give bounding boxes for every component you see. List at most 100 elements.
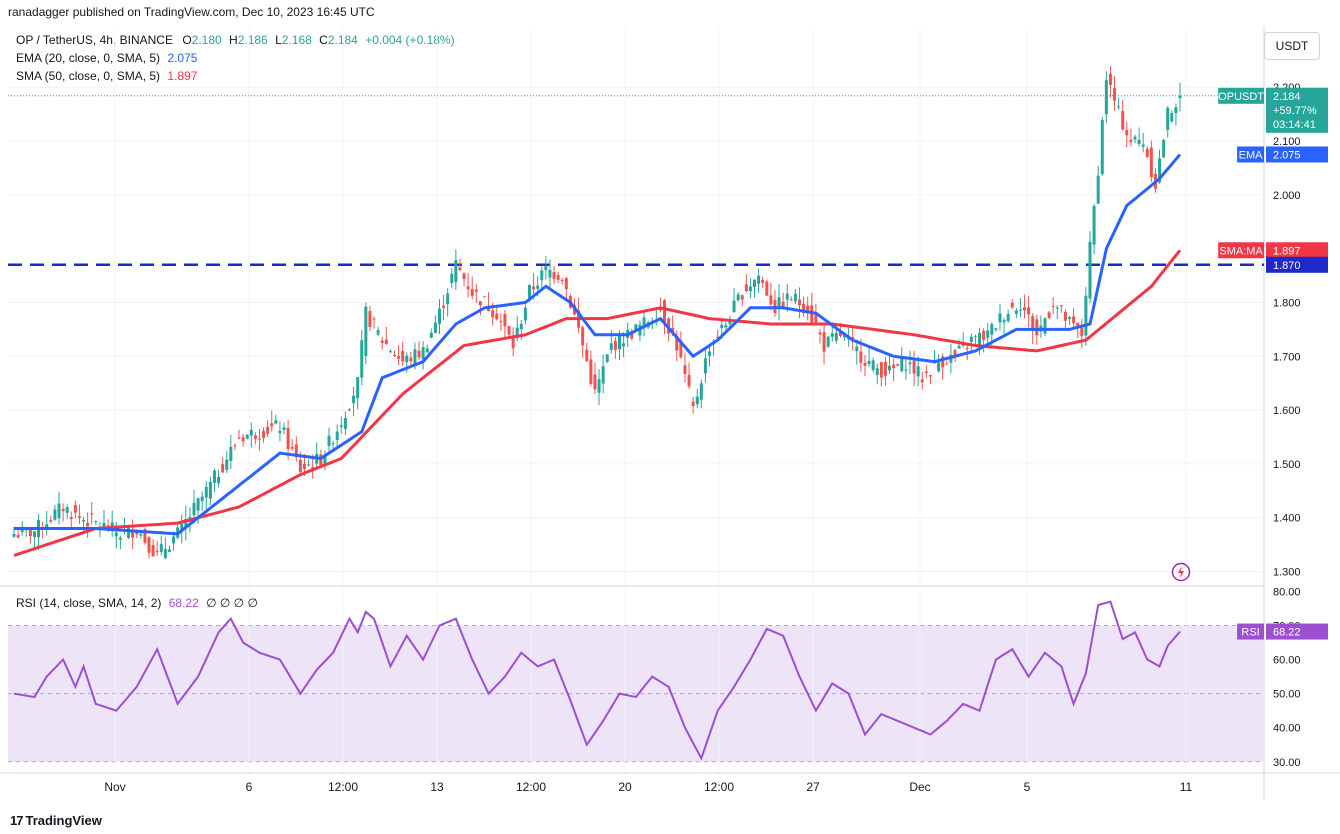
candle-body bbox=[1137, 139, 1141, 144]
ema-tag-label: EMA bbox=[1239, 149, 1264, 161]
candle-body bbox=[1068, 317, 1072, 319]
candle-body bbox=[1063, 311, 1067, 321]
candle-body bbox=[32, 531, 36, 537]
candle-body bbox=[118, 537, 122, 540]
candle-body bbox=[536, 285, 540, 289]
candle-body bbox=[131, 530, 135, 538]
candle-body bbox=[282, 427, 286, 430]
candle-body bbox=[1018, 309, 1022, 311]
rsi-line bbox=[13, 600, 1181, 761]
candle-body bbox=[397, 356, 401, 359]
rsi-tick-label: 30.00 bbox=[1273, 757, 1301, 769]
candle-body bbox=[900, 357, 904, 372]
candle-body bbox=[703, 358, 707, 374]
candle-body bbox=[229, 446, 233, 461]
rsi-tick-label: 40.00 bbox=[1273, 723, 1301, 735]
candle-body bbox=[920, 379, 924, 383]
candle-body bbox=[360, 340, 364, 378]
candle-body bbox=[552, 272, 556, 280]
candle-body bbox=[380, 340, 384, 343]
symbol-tag-value: 2.184 bbox=[1273, 91, 1301, 103]
candle-body bbox=[110, 522, 114, 530]
candle-body bbox=[724, 325, 728, 328]
candle-body bbox=[1166, 107, 1170, 130]
legend-low: 2.168 bbox=[281, 33, 312, 47]
tradingview-logo-icon: 17 bbox=[10, 813, 24, 828]
ema-label: EMA (20, close, 0, SMA, 5) bbox=[16, 51, 161, 65]
candle-body bbox=[994, 328, 998, 330]
candle-body bbox=[1059, 305, 1063, 307]
candle-body bbox=[1027, 307, 1031, 315]
candle-body bbox=[82, 520, 86, 522]
candle-body bbox=[417, 350, 421, 358]
candle-body bbox=[446, 293, 450, 305]
candle-body bbox=[1076, 322, 1080, 328]
candle-body bbox=[863, 362, 867, 366]
candle-body bbox=[581, 327, 585, 346]
candle-body bbox=[266, 426, 270, 434]
candle-body bbox=[102, 522, 106, 529]
candle-body bbox=[159, 544, 163, 552]
candle-body bbox=[720, 324, 724, 328]
time-tick-label: 27 bbox=[806, 780, 820, 794]
candle-body bbox=[687, 374, 691, 387]
footer-brand: 17 TradingView bbox=[10, 813, 102, 828]
candle-body bbox=[466, 286, 470, 290]
candle-body bbox=[347, 409, 351, 411]
candle-body bbox=[53, 509, 57, 520]
candle-body bbox=[613, 340, 617, 350]
candle-body bbox=[736, 294, 740, 301]
candle-body bbox=[429, 332, 433, 338]
rsi-tick-label: 50.00 bbox=[1273, 689, 1301, 701]
footer-brand-text: TradingView bbox=[25, 813, 102, 828]
candle-body bbox=[454, 260, 458, 283]
time-tick-label: 11 bbox=[1180, 780, 1193, 794]
candle-body bbox=[781, 301, 785, 309]
candle-body bbox=[139, 534, 143, 536]
candle-body bbox=[507, 326, 511, 335]
candle-body bbox=[204, 486, 208, 498]
price-tick-label: 1.700 bbox=[1273, 351, 1301, 363]
candle-body bbox=[826, 336, 830, 347]
sma-legend: SMA (50, close, 0, SMA, 5) 1.897 bbox=[16, 69, 197, 83]
candle-body bbox=[1178, 95, 1182, 98]
rsi-tag-label-bg bbox=[1237, 623, 1264, 640]
price-tick-label: 2.000 bbox=[1273, 190, 1301, 202]
candle-body bbox=[212, 470, 216, 483]
candle-body bbox=[1031, 316, 1035, 331]
ema-tag-value-bg bbox=[1266, 146, 1328, 163]
rsi-tag-value: 68.22 bbox=[1273, 627, 1301, 639]
flash-icon[interactable] bbox=[1171, 562, 1191, 582]
candle-body bbox=[634, 324, 638, 330]
candle-body bbox=[802, 303, 806, 314]
candle-body bbox=[237, 437, 241, 439]
time-tick-label: 5 bbox=[1024, 780, 1031, 794]
candle-body bbox=[1170, 113, 1174, 122]
candle-body bbox=[728, 321, 732, 325]
candle-body bbox=[593, 374, 597, 390]
candle-body bbox=[904, 369, 908, 371]
time-tick-label: 12:00 bbox=[516, 780, 546, 794]
candle-body bbox=[867, 360, 871, 365]
candle-body bbox=[523, 307, 527, 321]
time-tick-label: Dec bbox=[909, 780, 930, 794]
candle-body bbox=[1014, 310, 1018, 315]
candle-body bbox=[814, 311, 818, 325]
candle-body bbox=[323, 455, 327, 466]
candle-body bbox=[1092, 206, 1096, 245]
candle-body bbox=[838, 331, 842, 336]
candle-body bbox=[630, 330, 634, 339]
candle-body bbox=[372, 318, 376, 320]
candle-body bbox=[777, 297, 781, 309]
candle-body bbox=[740, 295, 744, 300]
candle-body bbox=[1100, 119, 1104, 175]
candle-body bbox=[151, 544, 155, 557]
candle-body bbox=[225, 459, 229, 470]
currency-button[interactable]: USDT bbox=[1264, 32, 1320, 60]
rsi-tick-label: 60.00 bbox=[1273, 655, 1301, 667]
candle-body bbox=[1051, 306, 1055, 308]
candle-body bbox=[716, 336, 720, 339]
candle-body bbox=[1080, 326, 1084, 337]
candle-body bbox=[818, 332, 822, 335]
